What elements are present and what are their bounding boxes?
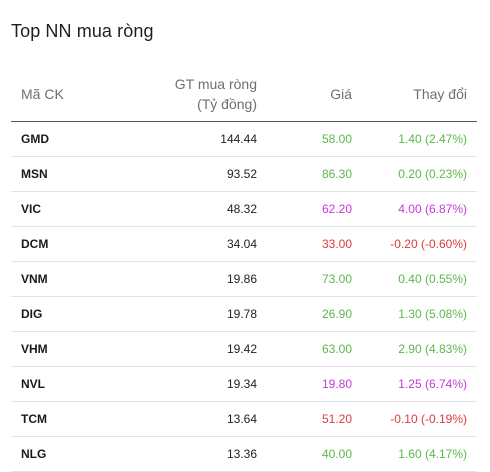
change-cell: 1.40 (2.47%)	[362, 121, 477, 157]
change-cell: -0.10 (-0.19%)	[362, 401, 477, 437]
net-buy-value-cell: 34.04	[103, 226, 267, 262]
change-cell: 1.25 (6.74%)	[362, 366, 477, 402]
symbol-cell[interactable]: VIC	[11, 191, 103, 227]
change-cell: 0.40 (0.55%)	[362, 261, 477, 297]
change-cell: 1.60 (4.17%)	[362, 436, 477, 472]
net-buy-value-cell: 19.78	[103, 296, 267, 332]
header-net-buy-value-line1: GT mua ròng	[174, 76, 257, 92]
net-buy-value-cell: 19.42	[103, 331, 267, 367]
header-symbol[interactable]: Mã CK	[11, 67, 103, 122]
table-row[interactable]: MSN 93.52 86.30 0.20 (0.23%)	[11, 156, 477, 192]
table-row[interactable]: VNM 19.86 73.00 0.40 (0.55%)	[11, 261, 477, 297]
net-buy-value-cell: 144.44	[103, 121, 267, 157]
symbol-cell[interactable]: NVL	[11, 366, 103, 402]
header-row: Mã CK GT mua ròng (Tỷ đồng) Giá Thay đổi	[11, 67, 477, 122]
net-buy-value-cell: 19.86	[103, 261, 267, 297]
widget-title: Top NN mua ròng	[11, 21, 154, 41]
price-cell: 58.00	[267, 121, 362, 157]
header-net-buy-value[interactable]: GT mua ròng (Tỷ đồng)	[103, 67, 267, 122]
header-net-buy-value-line2: (Tỷ đồng)	[197, 96, 257, 112]
net-buy-value-cell: 48.32	[103, 191, 267, 227]
table-row[interactable]: NVL 19.34 19.80 1.25 (6.74%)	[11, 366, 477, 402]
net-buy-value-cell: 13.36	[103, 436, 267, 472]
symbol-cell[interactable]: VNM	[11, 261, 103, 297]
table-body: GMD 144.44 58.00 1.40 (2.47%) MSN 93.52 …	[11, 121, 477, 472]
table-row[interactable]: DIG 19.78 26.90 1.30 (5.08%)	[11, 296, 477, 332]
net-buy-value-cell: 13.64	[103, 401, 267, 437]
price-cell: 63.00	[267, 331, 362, 367]
symbol-cell[interactable]: DIG	[11, 296, 103, 332]
change-cell: -0.20 (-0.60%)	[362, 226, 477, 262]
change-cell: 4.00 (6.87%)	[362, 191, 477, 227]
change-cell: 0.20 (0.23%)	[362, 156, 477, 192]
table-row[interactable]: GMD 144.44 58.00 1.40 (2.47%)	[11, 121, 477, 157]
symbol-cell[interactable]: NLG	[11, 436, 103, 472]
symbol-cell[interactable]: MSN	[11, 156, 103, 192]
table-row[interactable]: DCM 34.04 33.00 -0.20 (-0.60%)	[11, 226, 477, 262]
symbol-cell[interactable]: VHM	[11, 331, 103, 367]
symbol-cell[interactable]: TCM	[11, 401, 103, 437]
price-cell: 40.00	[267, 436, 362, 472]
header-change[interactable]: Thay đổi	[362, 67, 477, 122]
table-header: Mã CK GT mua ròng (Tỷ đồng) Giá Thay đổi	[11, 67, 477, 122]
header-price[interactable]: Giá	[267, 67, 362, 122]
table-row[interactable]: NLG 13.36 40.00 1.60 (4.17%)	[11, 436, 477, 472]
price-cell: 73.00	[267, 261, 362, 297]
table-row[interactable]: TCM 13.64 51.20 -0.10 (-0.19%)	[11, 401, 477, 437]
price-cell: 51.20	[267, 401, 362, 437]
net-buy-table: Mã CK GT mua ròng (Tỷ đồng) Giá Thay đổi…	[11, 67, 477, 472]
symbol-cell[interactable]: DCM	[11, 226, 103, 262]
price-cell: 62.20	[267, 191, 362, 227]
net-buy-value-cell: 19.34	[103, 366, 267, 402]
price-cell: 33.00	[267, 226, 362, 262]
table-row[interactable]: VIC 48.32 62.20 4.00 (6.87%)	[11, 191, 477, 227]
symbol-cell[interactable]: GMD	[11, 121, 103, 157]
price-cell: 26.90	[267, 296, 362, 332]
price-cell: 19.80	[267, 366, 362, 402]
net-buy-value-cell: 93.52	[103, 156, 267, 192]
table-row[interactable]: VHM 19.42 63.00 2.90 (4.83%)	[11, 331, 477, 367]
price-cell: 86.30	[267, 156, 362, 192]
change-cell: 1.30 (5.08%)	[362, 296, 477, 332]
change-cell: 2.90 (4.83%)	[362, 331, 477, 367]
